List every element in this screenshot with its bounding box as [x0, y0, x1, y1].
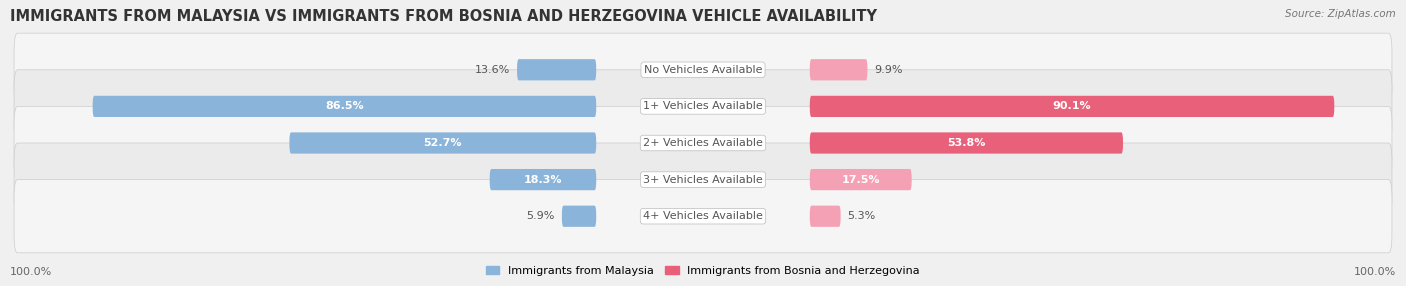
- FancyBboxPatch shape: [810, 169, 911, 190]
- FancyBboxPatch shape: [290, 132, 596, 154]
- Text: 2+ Vehicles Available: 2+ Vehicles Available: [643, 138, 763, 148]
- FancyBboxPatch shape: [562, 206, 596, 227]
- FancyBboxPatch shape: [14, 106, 1392, 180]
- FancyBboxPatch shape: [810, 59, 868, 80]
- Text: 86.5%: 86.5%: [325, 102, 364, 111]
- FancyBboxPatch shape: [489, 169, 596, 190]
- FancyBboxPatch shape: [14, 180, 1392, 253]
- FancyBboxPatch shape: [14, 143, 1392, 216]
- FancyBboxPatch shape: [14, 33, 1392, 106]
- FancyBboxPatch shape: [810, 96, 1334, 117]
- Text: 100.0%: 100.0%: [10, 267, 52, 277]
- Text: 18.3%: 18.3%: [523, 175, 562, 184]
- FancyBboxPatch shape: [517, 59, 596, 80]
- FancyBboxPatch shape: [810, 206, 841, 227]
- Text: Source: ZipAtlas.com: Source: ZipAtlas.com: [1285, 9, 1396, 19]
- Text: 90.1%: 90.1%: [1053, 102, 1091, 111]
- Text: 17.5%: 17.5%: [841, 175, 880, 184]
- Legend: Immigrants from Malaysia, Immigrants from Bosnia and Herzegovina: Immigrants from Malaysia, Immigrants fro…: [481, 261, 925, 280]
- Text: 100.0%: 100.0%: [1354, 267, 1396, 277]
- Text: 1+ Vehicles Available: 1+ Vehicles Available: [643, 102, 763, 111]
- Text: 13.6%: 13.6%: [475, 65, 510, 75]
- Text: 5.3%: 5.3%: [848, 211, 876, 221]
- FancyBboxPatch shape: [14, 70, 1392, 143]
- Text: 4+ Vehicles Available: 4+ Vehicles Available: [643, 211, 763, 221]
- Text: 53.8%: 53.8%: [948, 138, 986, 148]
- Text: 9.9%: 9.9%: [875, 65, 903, 75]
- Text: 52.7%: 52.7%: [423, 138, 463, 148]
- Text: 3+ Vehicles Available: 3+ Vehicles Available: [643, 175, 763, 184]
- Text: 5.9%: 5.9%: [527, 211, 555, 221]
- FancyBboxPatch shape: [810, 132, 1123, 154]
- FancyBboxPatch shape: [93, 96, 596, 117]
- Text: No Vehicles Available: No Vehicles Available: [644, 65, 762, 75]
- Text: IMMIGRANTS FROM MALAYSIA VS IMMIGRANTS FROM BOSNIA AND HERZEGOVINA VEHICLE AVAIL: IMMIGRANTS FROM MALAYSIA VS IMMIGRANTS F…: [10, 9, 877, 23]
